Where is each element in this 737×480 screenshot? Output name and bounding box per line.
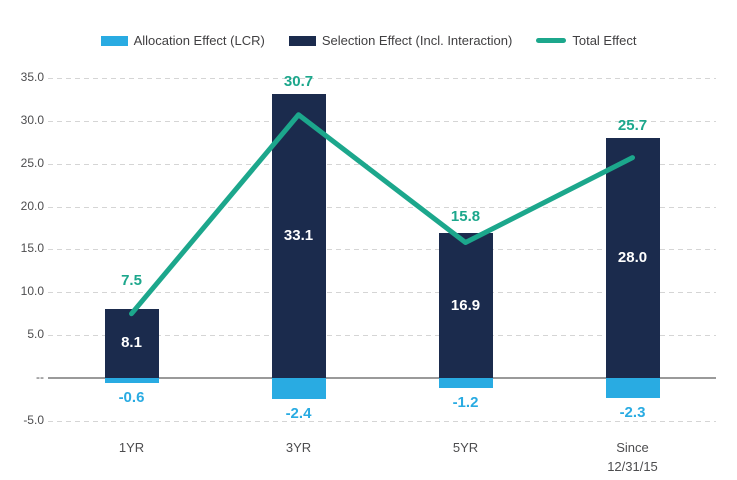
legend-label-total: Total Effect	[572, 33, 637, 48]
x-axis-label-line1: 5YR	[452, 440, 479, 455]
legend-item-selection-effect: Selection Effect (Incl. Interaction)	[288, 33, 513, 48]
y-axis-tick-label: --	[36, 370, 44, 384]
selection-value-label: 33.1	[283, 227, 314, 245]
y-axis-tick-label: 20.0	[20, 198, 44, 213]
legend-label-selection: Selection Effect (Incl. Interaction)	[321, 33, 513, 48]
total-value-label: 25.7	[617, 116, 648, 134]
allocation-value-label: -2.3	[619, 403, 646, 421]
bar-allocation-1yr	[104, 378, 159, 384]
allocation-swatch-icon	[100, 35, 128, 46]
gridline-5.0	[48, 335, 716, 337]
gridline-35.0	[48, 77, 716, 79]
y-axis-tick-label: 5.0	[27, 327, 44, 342]
y-axis-tick-label: 35.0	[20, 69, 44, 84]
bar-allocation-5yr	[438, 378, 493, 389]
total-value-label: 15.8	[450, 208, 481, 226]
x-axis-label-since: Since 12/31/15	[568, 438, 698, 476]
x-axis-label-5yr: 5YR	[401, 438, 531, 457]
allocation-value-label: -1.2	[452, 394, 479, 412]
legend-item-allocation-effect: Allocation Effect (LCR)	[100, 33, 265, 48]
legend-item-total-effect: Total Effect	[536, 33, 636, 48]
allocation-value-label: -2.4	[285, 404, 312, 422]
y-axis-tick-label: 30.0	[20, 112, 44, 127]
allocation-value-label: -0.6	[118, 389, 145, 407]
zero-axis-line	[48, 377, 716, 379]
y-axis-tick-label: 10.0	[20, 284, 44, 299]
chart-legend: Allocation Effect (LCR) Selection Effect…	[0, 33, 737, 48]
y-axis-tick-label: 25.0	[20, 155, 44, 170]
bar-allocation-since	[605, 378, 660, 398]
x-axis-label-line1: 3YR	[285, 440, 312, 455]
gridline--5.0	[48, 420, 716, 422]
x-axis-label-1yr: 1YR	[67, 438, 197, 457]
selection-value-label: 8.1	[121, 334, 142, 352]
selection-swatch-icon	[288, 35, 316, 46]
legend-label-allocation: Allocation Effect (LCR)	[133, 33, 265, 48]
bar-allocation-3yr	[271, 378, 326, 399]
selection-value-label: 28.0	[617, 248, 648, 266]
x-axis-label-3yr: 3YR	[234, 438, 364, 457]
bar-selection-1yr	[104, 308, 159, 378]
y-axis-tick-label: -5.0	[23, 412, 44, 427]
total-value-label: 7.5	[121, 271, 142, 289]
x-axis-label-line1: 1YR	[118, 440, 145, 455]
y-axis-tick-label: 15.0	[20, 241, 44, 256]
x-axis-label-line2: 12/31/15	[607, 459, 658, 474]
selection-value-label: 16.9	[450, 296, 481, 314]
x-axis-label-line1: Since	[616, 440, 649, 455]
total-value-label: 30.7	[283, 73, 314, 91]
total-effect-polyline	[129, 112, 635, 317]
total-effect-line-swatch-icon	[536, 38, 567, 43]
